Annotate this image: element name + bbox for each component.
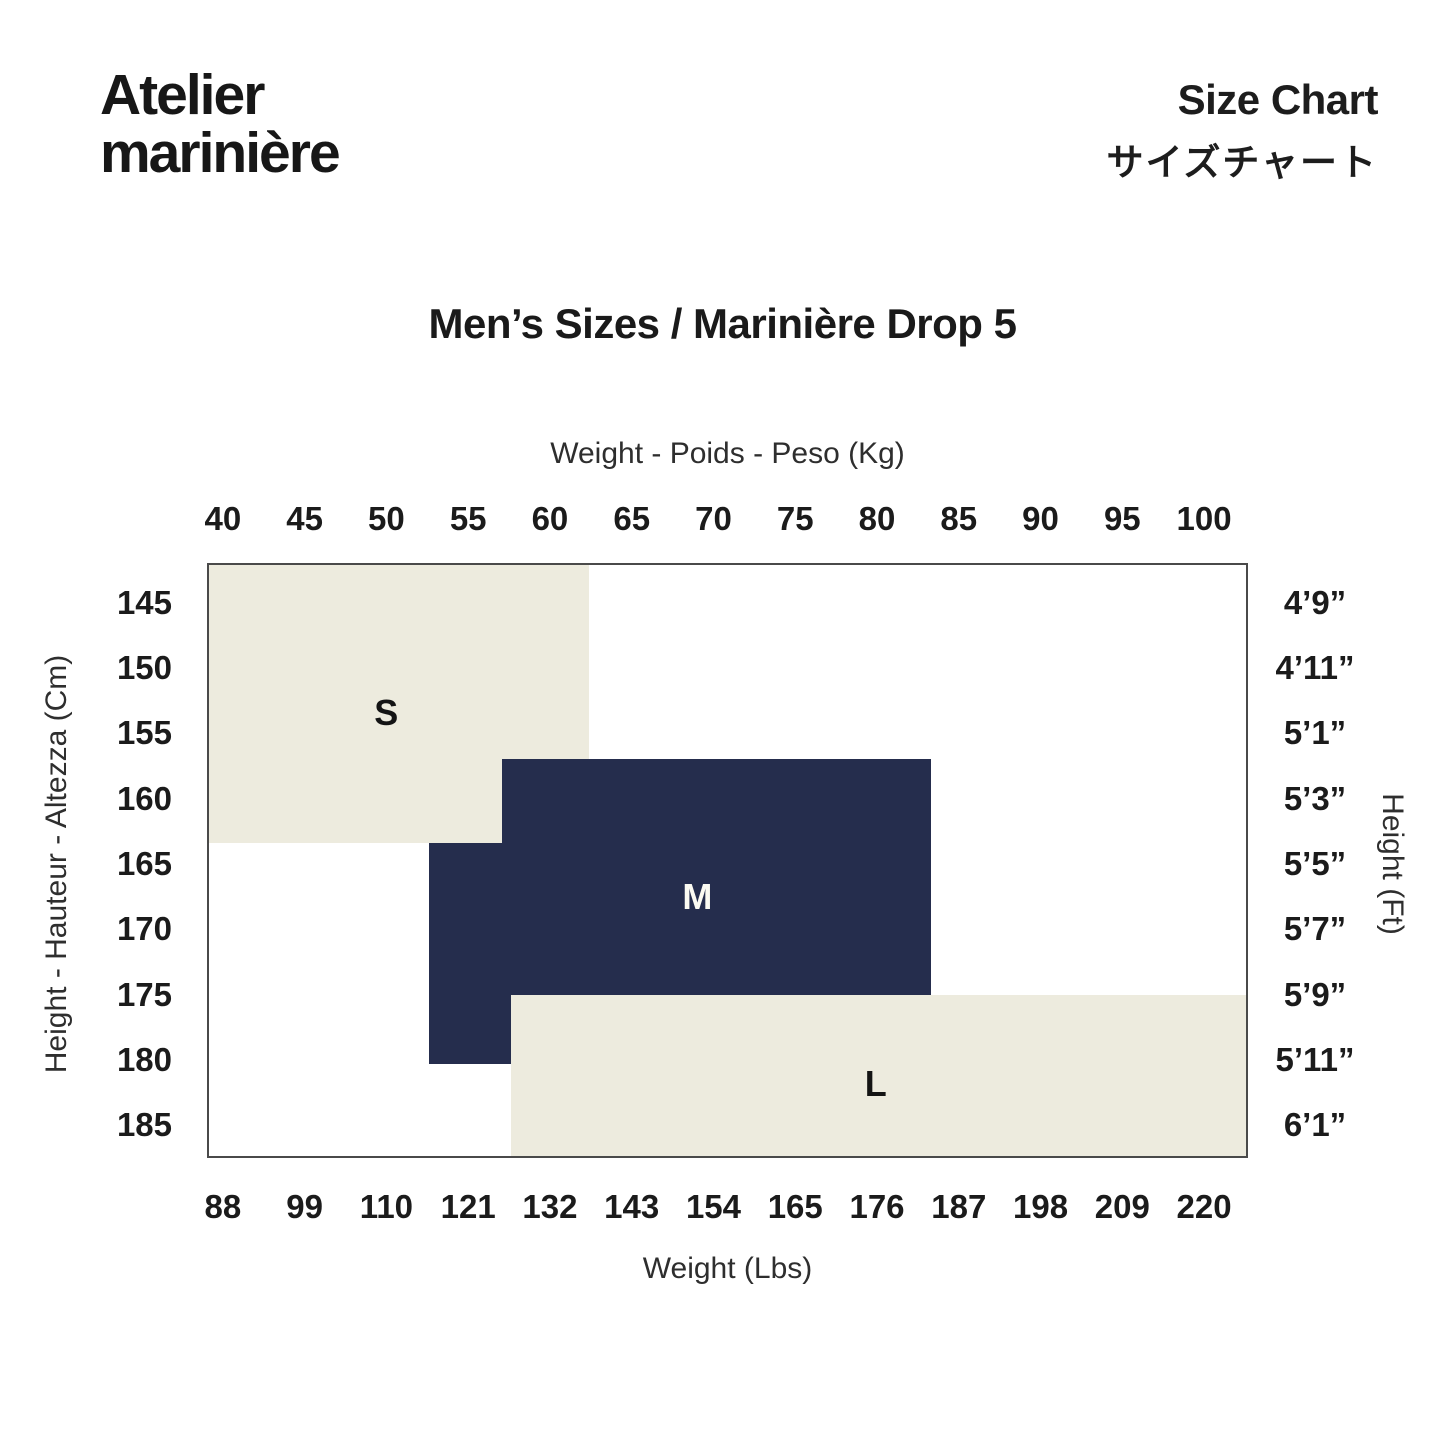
ft-tick-label: 5’3” [1283, 779, 1347, 817]
cm-tick-column: 145 150 155 160 165 170 175 180 185 [92, 570, 172, 1158]
cm-tick-label: 185 [116, 1106, 172, 1144]
left-axis-title: Height - Hauteur - Altezza (Cm) [40, 654, 73, 1074]
ft-tick-label: 5’9” [1283, 975, 1347, 1013]
size-chart-heading-en: Size Chart [1177, 76, 1379, 123]
kg-tick-label: 70 [695, 500, 732, 537]
cm-tick-label: 145 [116, 583, 172, 621]
size-region-label-M: M [682, 875, 713, 917]
kg-tick-label: 55 [449, 500, 487, 537]
kg-tick-label: 65 [613, 500, 651, 537]
ft-tick-label: 4’11” [1275, 648, 1355, 686]
lbs-tick-label: 110 [359, 1188, 414, 1225]
lbs-tick-label: 132 [522, 1188, 578, 1225]
kg-tick-label: 60 [531, 500, 569, 537]
size-region-L [510, 995, 1246, 1156]
lbs-tick-label: 88 [204, 1188, 242, 1225]
kg-tick-label: 45 [286, 500, 323, 537]
cm-tick-label: 170 [116, 910, 172, 948]
lbs-tick-label: 121 [440, 1188, 496, 1225]
ft-tick-label: 5’11” [1275, 1040, 1355, 1078]
ft-tick-label: 4’9” [1283, 583, 1347, 621]
lbs-tick-label: 154 [685, 1188, 741, 1225]
kg-tick-label: 50 [368, 500, 405, 537]
size-region-label-S: S [374, 691, 399, 733]
size-chart-heading: Size Chart サイズチャート [1106, 76, 1378, 186]
ft-tick-label: 6’1” [1283, 1106, 1347, 1144]
cm-tick-label: 155 [116, 714, 172, 752]
ft-tick-column: 4’9” 4’11” 5’1” 5’3” 5’5” 5’7” 5’9” 5’11” 6’1” [1260, 570, 1370, 1158]
ft-tick-label: 5’5” [1283, 844, 1347, 882]
ft-tick-label: 5’7” [1283, 910, 1347, 948]
bottom-axis-title: Weight (Lbs) [642, 1252, 813, 1285]
cm-tick-label: 165 [116, 844, 172, 882]
kg-tick-label: 75 [776, 500, 814, 537]
kg-tick-label: 80 [858, 500, 896, 537]
brand-logo-line2: marinière [100, 121, 341, 186]
kg-tick-label: 100 [1176, 500, 1232, 537]
lbs-tick-label: 187 [931, 1188, 987, 1225]
kg-tick-label: 90 [1022, 500, 1059, 537]
right-axis-title: Height (Ft) [1376, 793, 1409, 935]
size-region-label-L: L [864, 1063, 887, 1105]
lbs-tick-label: 143 [604, 1188, 660, 1225]
kg-tick-label: 95 [1103, 500, 1141, 537]
ft-tick-label: 5’1” [1283, 714, 1347, 752]
size-region-M [428, 843, 511, 1064]
lbs-tick-label: 165 [767, 1188, 823, 1225]
top-axis-title: Weight - Poids - Peso (Kg) [550, 437, 905, 470]
cm-tick-label: 180 [116, 1040, 172, 1078]
brand-logo-line1: Atelier [100, 63, 265, 127]
brand-logo: Atelier marinière [100, 63, 341, 186]
cm-tick-label: 150 [116, 648, 172, 686]
lbs-tick-label: 176 [849, 1188, 905, 1225]
size-region-M [502, 759, 931, 996]
cm-tick-label: 175 [116, 975, 172, 1013]
kg-tick-label: 40 [204, 500, 242, 537]
plot-area: S M L [207, 563, 1248, 1158]
lbs-tick-label: 209 [1094, 1188, 1150, 1225]
cm-tick-label: 160 [116, 779, 172, 817]
lbs-tick-label: 198 [1013, 1188, 1069, 1225]
lbs-tick-row: 88 99 110 121 132 143 154 165 176 187 198 209 220 [182, 1185, 1245, 1229]
lbs-tick-label: 99 [286, 1188, 323, 1225]
lbs-tick-label: 220 [1176, 1188, 1232, 1225]
kg-tick-label: 85 [940, 500, 978, 537]
kg-tick-row: 40 45 50 55 60 65 70 75 80 85 90 95 100 [182, 497, 1245, 541]
chart-title: Men’s Sizes / Marinière Drop 5 [428, 300, 1017, 347]
size-chart-heading-ja: サイズチャート [1106, 142, 1378, 183]
